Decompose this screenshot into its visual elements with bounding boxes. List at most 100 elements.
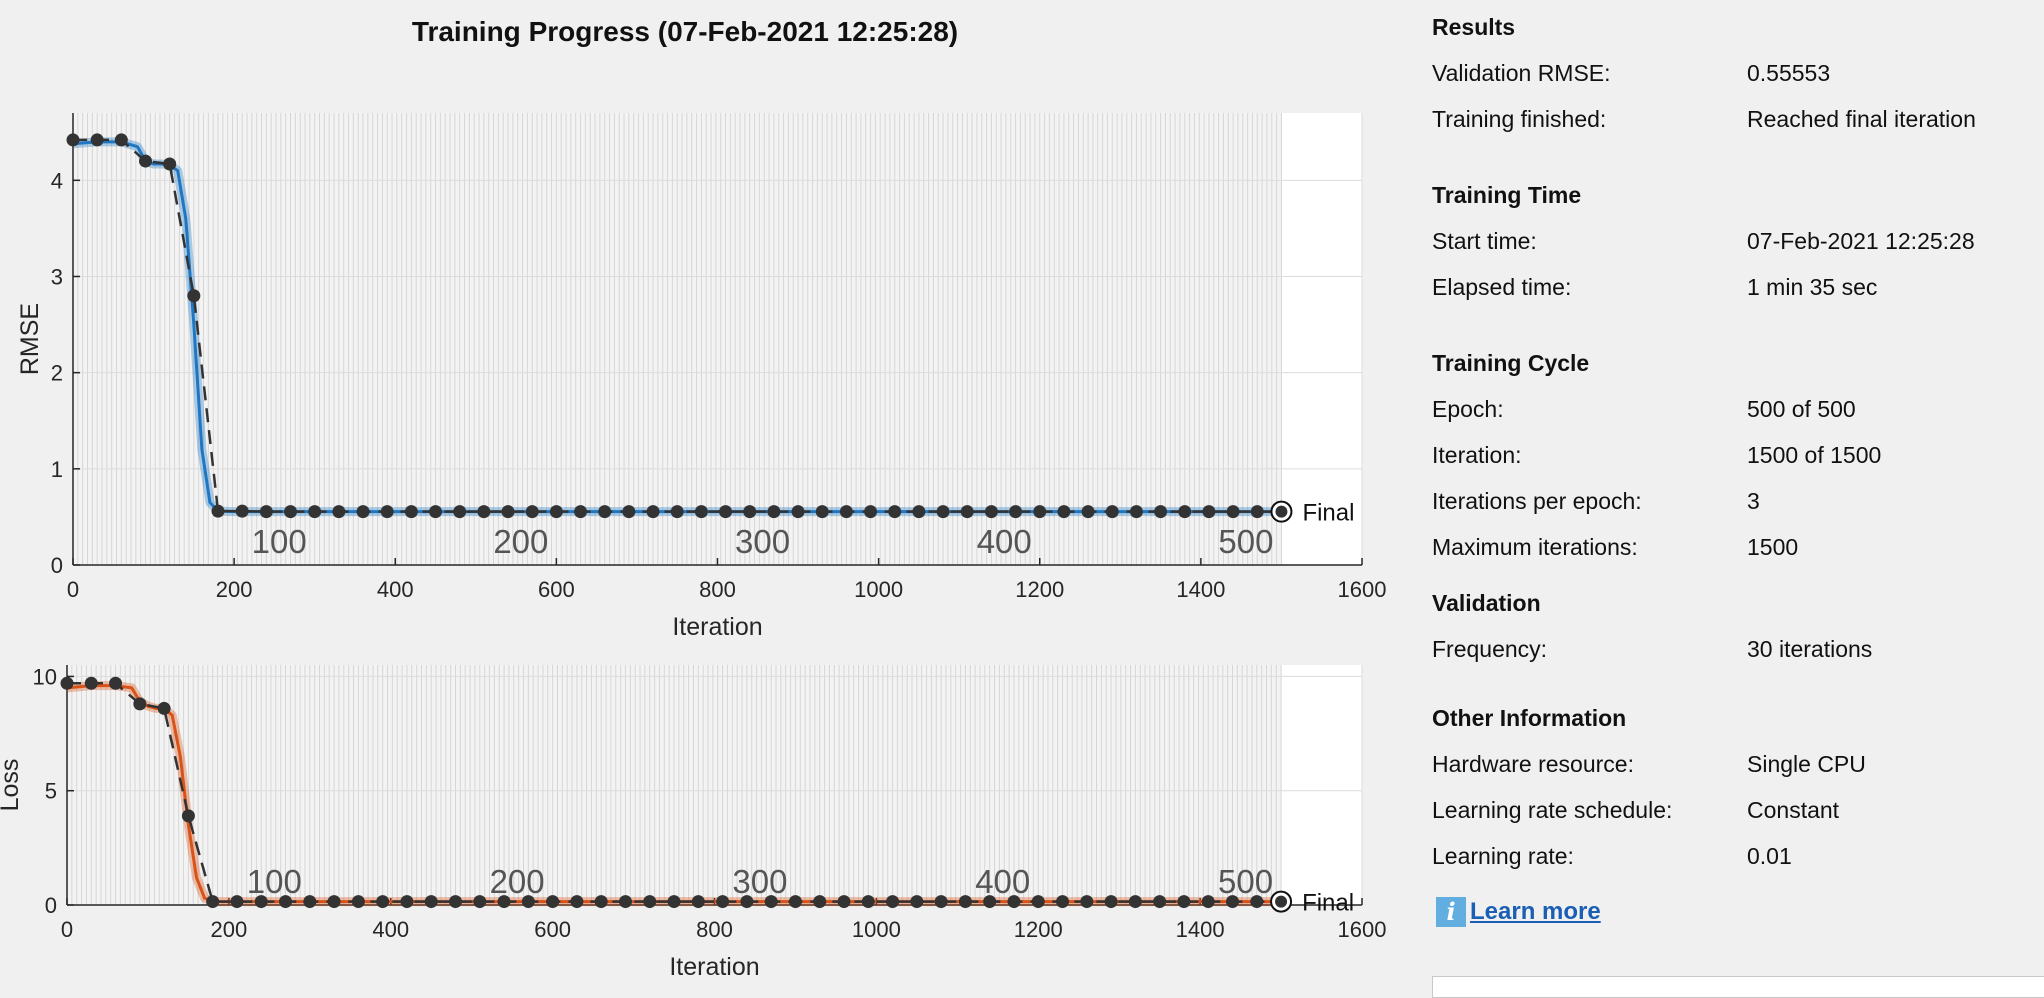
loss-validation-point — [1177, 895, 1191, 909]
section-title-validation: Validation — [1432, 590, 1541, 616]
info-icon[interactable]: i — [1436, 897, 1466, 927]
loss-epoch-label: 400 — [975, 863, 1030, 900]
loss-validation-point — [984, 505, 998, 519]
loss-final-label: Final — [1302, 890, 1354, 917]
loss-validation-point — [525, 505, 539, 519]
panel-bottom-box — [1432, 976, 2044, 998]
loss-validation-point — [716, 895, 730, 909]
loss-validation-point — [888, 505, 902, 519]
loss-validation-point — [864, 505, 878, 519]
loss-validation-point — [813, 895, 827, 909]
loss-validation-point — [279, 895, 293, 909]
info-value: 07-Feb-2021 12:25:28 — [1747, 228, 1975, 254]
loss-validation-point — [163, 157, 177, 171]
loss-validation-point — [404, 505, 418, 519]
loss-validation-line — [67, 682, 1282, 903]
loss-validation-point — [574, 505, 588, 519]
info-value: Single CPU — [1747, 751, 1866, 777]
section-title-other-information: Other Information — [1432, 705, 1627, 731]
loss-validation-point — [694, 505, 708, 519]
loss-x-tick-label: 400 — [377, 577, 414, 602]
section-title-results: Results — [1432, 14, 1516, 40]
loss-validation-point — [912, 505, 926, 519]
loss-x-tick-label: 0 — [61, 917, 73, 942]
loss-x-tick-label: 800 — [699, 577, 736, 602]
loss-x-tick-label: 1400 — [1176, 577, 1225, 602]
loss-epoch-label: 500 — [1218, 523, 1273, 560]
loss-chart: 0 200 400 600 800 1000 1200 1400 1600 0 5 10 Iterati… — [0, 664, 1386, 981]
learn-more-link[interactable]: Learn more — [1470, 898, 1601, 925]
loss-validation-point — [1154, 505, 1168, 519]
loss-x-tick-label: 1600 — [1338, 577, 1387, 602]
loss-validation-point — [1009, 505, 1023, 519]
loss-validation-point — [622, 505, 636, 519]
loss-validation-point — [206, 895, 220, 909]
info-label: Elapsed time: — [1432, 274, 1572, 300]
loss-y-tick-label: 1 — [51, 457, 63, 482]
loss-validation-point — [332, 505, 346, 519]
loss-validation-point — [643, 895, 657, 909]
loss-validation-point — [356, 505, 370, 519]
loss-validation-point — [327, 895, 341, 909]
loss-validation-point — [910, 895, 924, 909]
learn-more-link-group[interactable]: i Learn more — [1436, 897, 1601, 927]
loss-x-axis-label: Iteration — [669, 953, 759, 981]
loss-x-tick-label: 1400 — [1176, 917, 1225, 942]
loss-validation-point — [521, 895, 535, 909]
loss-validation-point — [1202, 505, 1216, 519]
loss-validation-point — [114, 133, 128, 147]
loss-validation-point — [473, 895, 487, 909]
loss-validation-point — [1153, 895, 1167, 909]
info-label: Learning rate schedule: — [1432, 797, 1673, 823]
loss-epoch-label: 400 — [977, 523, 1032, 560]
loss-epoch-bands — [66, 665, 1282, 905]
loss-validation-point — [133, 697, 147, 711]
loss-validation-point — [546, 895, 560, 909]
loss-validation-point — [1226, 895, 1239, 909]
info-value: Reached final iteration — [1747, 106, 1976, 132]
loss-validation-point — [691, 895, 705, 909]
info-value: 0.01 — [1747, 843, 1792, 869]
loss-epoch-label: 200 — [490, 863, 545, 900]
loss-epoch-label: 100 — [252, 523, 307, 560]
loss-validation-point — [90, 133, 104, 147]
loss-epoch-label: 200 — [493, 523, 548, 560]
loss-validation-point — [1129, 505, 1143, 519]
loss-validation-point — [1080, 895, 1094, 909]
info-value: 3 — [1747, 488, 1760, 514]
loss-validation-point — [767, 505, 781, 519]
loss-x-tick-label: 1000 — [854, 577, 903, 602]
loss-validation-point — [740, 895, 754, 909]
loss-validation-point — [791, 505, 805, 519]
loss-validation-point — [187, 289, 201, 303]
info-value: 1500 — [1747, 534, 1799, 560]
info-label: Epoch: — [1432, 396, 1504, 422]
loss-x-tick-label: 1200 — [1014, 917, 1063, 942]
loss-validation-point — [477, 505, 491, 519]
loss-x-tick-label: 1200 — [1015, 577, 1064, 602]
loss-validation-point — [139, 154, 153, 168]
loss-x-tick-label: 200 — [211, 917, 248, 942]
loss-y-tick-label: 4 — [51, 168, 63, 193]
loss-validation-point — [549, 505, 563, 519]
loss-epoch-label: 300 — [732, 863, 787, 900]
loss-y-tick-label: 0 — [45, 893, 57, 918]
loss-final-marker-dot — [1275, 505, 1288, 518]
loss-validation-point — [376, 895, 390, 909]
loss-validation-point — [284, 505, 298, 519]
loss-validation-point — [618, 895, 632, 909]
loss-validation-point — [303, 895, 317, 909]
loss-validation-point — [1201, 895, 1215, 909]
loss-validation-point — [570, 895, 584, 909]
loss-validation-point — [1178, 505, 1192, 519]
loss-epoch-bands — [72, 113, 1282, 565]
loss-validation-point — [936, 505, 950, 519]
info-value: 0.55553 — [1747, 60, 1831, 86]
loss-validation-point — [670, 505, 684, 519]
loss-x-tick-label: 600 — [534, 917, 571, 942]
loss-x-tick-label: 400 — [372, 917, 409, 942]
loss-final-marker-dot — [1275, 895, 1288, 908]
loss-validation-point — [1250, 895, 1264, 909]
info-label: Validation RMSE: — [1432, 60, 1611, 86]
loss-validation-point — [400, 895, 414, 909]
